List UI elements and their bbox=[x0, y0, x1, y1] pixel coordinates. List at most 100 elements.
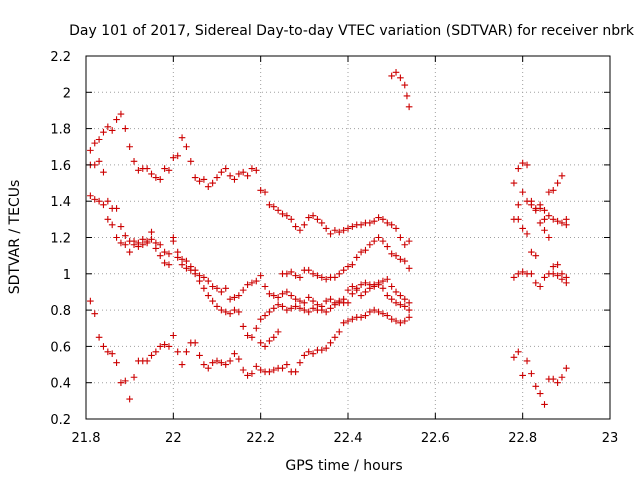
data-point bbox=[204, 277, 212, 285]
x-tick-label: 22.8 bbox=[508, 431, 537, 446]
data-point bbox=[117, 110, 125, 118]
data-point bbox=[397, 74, 404, 82]
data-point bbox=[397, 301, 404, 308]
data-point bbox=[532, 383, 540, 390]
data-point bbox=[143, 357, 151, 365]
data-point bbox=[213, 285, 221, 292]
data-point bbox=[397, 234, 404, 241]
data-point bbox=[523, 230, 531, 238]
data-point bbox=[270, 203, 278, 210]
data-point bbox=[301, 299, 308, 307]
y-tick-label: 1.4 bbox=[50, 195, 71, 210]
data-point bbox=[200, 274, 208, 281]
data-point bbox=[545, 212, 553, 220]
data-point bbox=[357, 248, 365, 256]
data-point bbox=[113, 234, 120, 241]
data-point bbox=[357, 221, 365, 229]
data-point bbox=[274, 301, 282, 308]
data-point bbox=[156, 241, 164, 249]
data-point bbox=[401, 257, 409, 265]
data-point bbox=[148, 236, 155, 243]
data-point bbox=[231, 350, 238, 357]
data-point bbox=[122, 377, 129, 385]
data-point bbox=[541, 274, 548, 281]
data-point bbox=[388, 295, 395, 303]
data-point bbox=[130, 157, 138, 165]
data-point bbox=[130, 241, 138, 249]
data-point bbox=[156, 176, 164, 183]
data-point bbox=[301, 221, 308, 229]
data-point bbox=[515, 201, 522, 209]
data-point bbox=[209, 359, 216, 367]
data-point bbox=[253, 324, 260, 332]
data-point bbox=[405, 237, 413, 245]
data-point bbox=[100, 201, 107, 209]
data-point bbox=[261, 188, 269, 196]
data-point bbox=[536, 219, 544, 227]
data-point bbox=[353, 254, 361, 261]
data-point bbox=[366, 241, 374, 249]
data-point bbox=[349, 315, 356, 323]
data-point bbox=[405, 306, 413, 314]
data-point bbox=[248, 165, 256, 172]
y-tick-label: 1 bbox=[63, 268, 71, 283]
data-point bbox=[392, 225, 400, 232]
data-point bbox=[143, 237, 151, 245]
data-point bbox=[545, 234, 553, 241]
data-point bbox=[563, 364, 570, 372]
data-point bbox=[379, 237, 387, 245]
data-point bbox=[554, 261, 561, 269]
data-point bbox=[519, 188, 526, 196]
data-point bbox=[314, 272, 321, 279]
data-point bbox=[104, 216, 112, 223]
data-point bbox=[156, 252, 164, 259]
data-point bbox=[388, 250, 395, 258]
data-point bbox=[239, 366, 247, 374]
data-point bbox=[239, 286, 247, 294]
data-point bbox=[266, 201, 273, 209]
data-point bbox=[183, 265, 190, 272]
data-point bbox=[318, 219, 326, 227]
data-point bbox=[257, 187, 264, 194]
data-point bbox=[370, 283, 378, 290]
data-point bbox=[515, 348, 522, 356]
data-point bbox=[257, 315, 264, 323]
data-point bbox=[515, 165, 522, 172]
data-point bbox=[270, 366, 278, 374]
data-point bbox=[309, 297, 317, 305]
data-point bbox=[191, 339, 199, 347]
data-point bbox=[296, 359, 304, 367]
data-point bbox=[183, 257, 190, 265]
data-point bbox=[370, 237, 378, 245]
data-point bbox=[401, 295, 409, 303]
data-point bbox=[296, 297, 304, 305]
data-point bbox=[340, 226, 347, 234]
data-point bbox=[183, 348, 190, 356]
data-point bbox=[253, 167, 260, 174]
data-point bbox=[226, 172, 234, 180]
data-point bbox=[327, 295, 334, 303]
data-point bbox=[397, 292, 404, 299]
data-point bbox=[218, 359, 225, 367]
data-point bbox=[344, 286, 352, 294]
data-point bbox=[266, 337, 273, 345]
data-point bbox=[554, 179, 561, 187]
data-point bbox=[178, 261, 186, 269]
data-point bbox=[349, 261, 356, 269]
series-trace-f bbox=[388, 69, 413, 111]
data-point bbox=[200, 361, 208, 368]
data-point bbox=[541, 206, 548, 214]
data-point bbox=[187, 157, 195, 165]
data-point bbox=[209, 297, 216, 305]
data-point bbox=[170, 234, 177, 241]
data-point bbox=[397, 255, 404, 263]
data-point bbox=[401, 317, 409, 325]
y-tick-label: 1.2 bbox=[50, 232, 71, 247]
data-point bbox=[222, 285, 230, 292]
data-point bbox=[248, 279, 256, 287]
data-point bbox=[143, 165, 151, 172]
data-point bbox=[200, 285, 208, 292]
series-trace-c bbox=[87, 110, 413, 249]
data-point bbox=[248, 370, 256, 377]
data-point bbox=[519, 268, 526, 276]
